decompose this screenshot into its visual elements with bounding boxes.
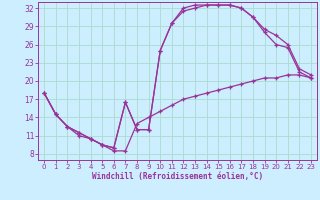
X-axis label: Windchill (Refroidissement éolien,°C): Windchill (Refroidissement éolien,°C) xyxy=(92,172,263,181)
